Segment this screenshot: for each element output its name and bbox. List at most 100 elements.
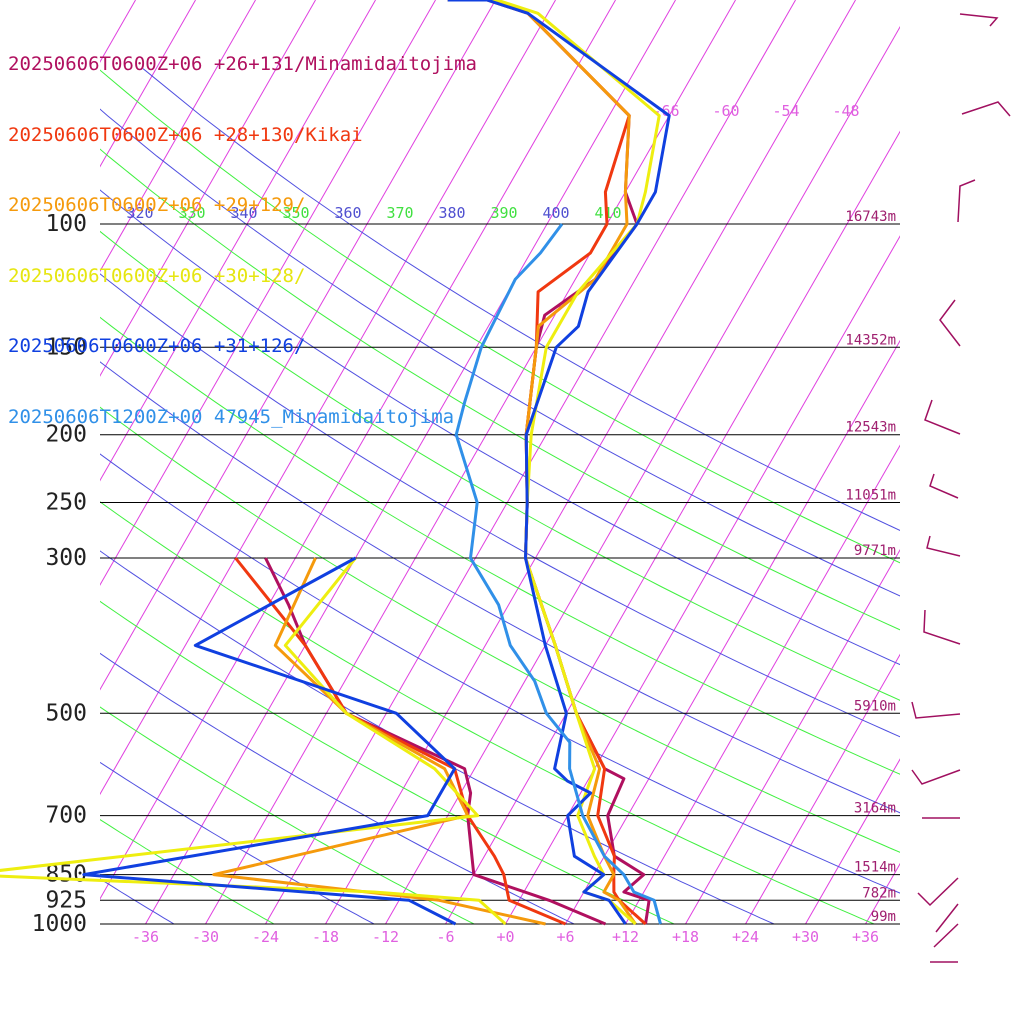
isobar-lines (100, 223, 900, 925)
wind-barb (961, 101, 1011, 117)
isotherm-line (100, 0, 436, 586)
dry-adiabat-line (100, 406, 900, 853)
dewpoint-line (234, 557, 567, 926)
wind-barb (933, 923, 959, 948)
temperature-tick-label: +36 (852, 928, 879, 946)
wind-barb (917, 877, 959, 907)
temperature-tick-label: -36 (132, 928, 159, 946)
moist-adiabat-line (100, 108, 900, 597)
theta-label: 400 (542, 204, 569, 222)
legend-entry: 20250606T0600Z+06 +31+126/ (8, 335, 306, 357)
theta-label: 330 (178, 204, 205, 222)
theta-label: 360 (334, 204, 361, 222)
legend-entry: 20250606T0600Z+06 +30+128/ (8, 264, 306, 287)
theta-label: 350 (282, 204, 309, 222)
moist-adiabat-line (100, 273, 900, 738)
theta-label: 390 (490, 204, 517, 222)
theta-label: 340 (230, 204, 257, 222)
dry-adiabat-line (100, 706, 475, 924)
isotherm-line (385, 26, 900, 924)
dewpoint-line (264, 557, 607, 926)
temperature-top-label: -48 (832, 102, 859, 120)
height-label: 9771m (854, 543, 896, 559)
isotherm-line (445, 130, 900, 924)
dry-adiabat-line (100, 818, 275, 924)
isotherm-line (625, 444, 900, 924)
sounding-profiles (0, 0, 671, 926)
moist-adiabat-line (100, 189, 900, 666)
legend-entry: 20250606T0600Z+06 +26+131/Minamidaitojim… (8, 53, 477, 75)
dry-adiabat-line (100, 316, 900, 775)
height-label: 11051m (845, 488, 896, 504)
isotherm-line (565, 339, 900, 924)
dewpoint-line (0, 557, 507, 926)
temperature-line (447, 0, 671, 925)
isotherm-line (745, 653, 900, 924)
isotherm-line (926, 0, 1024, 924)
moist-adiabat-lines (100, 68, 900, 924)
temperature-tick-label: +12 (612, 928, 639, 946)
isotherm-line (100, 0, 556, 796)
temperature-top-label: -54 (772, 102, 799, 120)
temperature-tick-label: +24 (732, 928, 759, 946)
height-label: 5910m (854, 698, 896, 714)
height-label: 1514m (854, 860, 896, 876)
wind-barb (926, 535, 961, 557)
legend-entry: 20250606T1200Z+00 47945_Minamidaitojima (8, 405, 455, 428)
dry-adiabat-line (100, 230, 900, 701)
temperature-tick-label: -12 (372, 928, 399, 946)
moist-adiabat-line (142, 68, 900, 531)
moist-adiabat-line (100, 761, 375, 924)
wind-barb (957, 179, 976, 223)
pressure-tick-label: 150 (45, 334, 87, 360)
dry-adiabat-line (100, 69, 900, 564)
temperature-tick-label: -6 (436, 928, 454, 946)
wind-barb (923, 609, 961, 645)
theta-label: 380 (438, 204, 465, 222)
dry-adiabat-line (100, 600, 675, 924)
isotherm-line (805, 758, 900, 924)
height-label: 14352m (845, 332, 896, 348)
isotherm-line (986, 0, 1024, 924)
height-label: 782m (862, 885, 896, 901)
pressure-tick-label: 300 (45, 545, 87, 571)
dry-adiabat-lines (100, 69, 900, 924)
wind-barb (911, 701, 961, 719)
wind-barbs (911, 13, 1011, 963)
isotherm-line (145, 0, 676, 924)
isotherm-line (685, 549, 900, 924)
theta-label: 320 (126, 204, 153, 222)
legend-entry: 20250606T0600Z+06 +28+130/Kikai (8, 123, 363, 146)
height-label: 16743m (845, 209, 896, 225)
isotherm-line (100, 0, 316, 377)
legend: 20250606T0600Z+06 +26+131/Minamidaitojim… (8, 6, 477, 453)
wind-barb (935, 903, 959, 933)
theta-label: 410 (594, 204, 621, 222)
temperature-tick-label: -30 (192, 928, 219, 946)
isotherm-line (100, 0, 196, 168)
moist-adiabat-line (100, 453, 900, 894)
height-label: 99m (871, 909, 896, 925)
wind-barb (939, 299, 961, 347)
temperature-top-label: -60 (712, 102, 739, 120)
pressure-tick-label: 500 (45, 700, 87, 726)
dewpoint-line (82, 556, 457, 926)
moist-adiabat-line (100, 361, 900, 814)
pressure-tick-label: 700 (45, 803, 87, 829)
pressure-tick-label: 100 (45, 211, 87, 237)
temperature-line (454, 223, 662, 925)
dry-adiabat-line (100, 148, 900, 631)
isotherm-line (865, 862, 900, 924)
temperature-tick-label: +0 (496, 928, 514, 946)
pressure-tick-label: 925 (45, 887, 87, 913)
temperature-line (447, 0, 647, 926)
legend-entry: 20250606T0600Z+06 +29+129/ (8, 194, 306, 216)
temperature-tick-label: -18 (312, 928, 339, 946)
dry-adiabat-line (100, 501, 875, 924)
temperature-tick-label: +18 (672, 928, 699, 946)
theta-label: 370 (386, 204, 413, 222)
wind-barb (924, 399, 961, 435)
pressure-tick-label: 200 (45, 422, 87, 448)
isotherm-line (100, 0, 496, 691)
